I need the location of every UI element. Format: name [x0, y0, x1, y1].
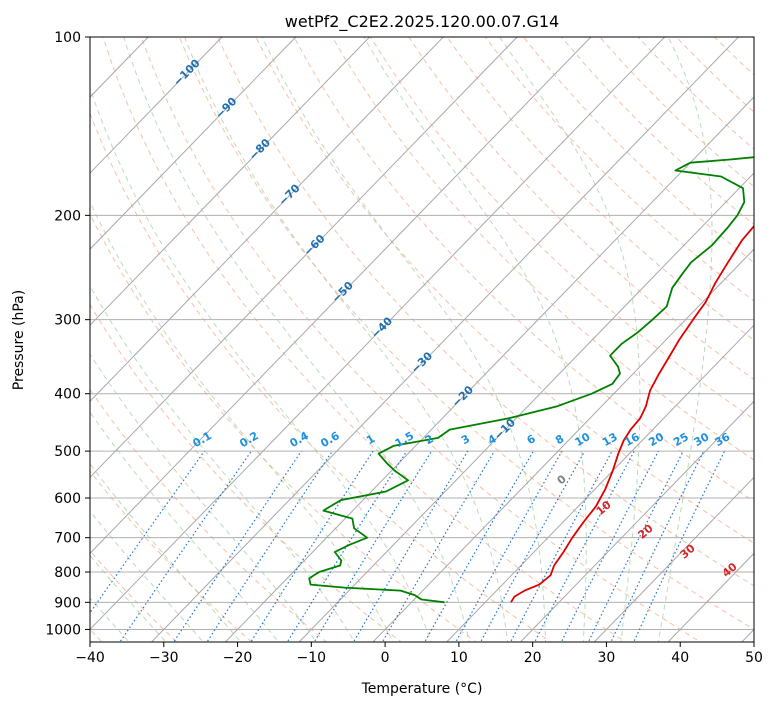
isotherm-line	[90, 37, 592, 555]
isotherm-line	[90, 37, 445, 402]
isotherm-line	[90, 37, 518, 479]
x-tick-label: 30	[598, 650, 616, 666]
dry-adiabat-line	[255, 37, 754, 544]
isotherm-line	[150, 37, 740, 642]
isotherm-line	[298, 172, 754, 642]
mixing-ratio-line	[381, 450, 496, 642]
pressure-gridlines	[90, 37, 754, 630]
isotherm-line	[90, 37, 223, 174]
isotherm-line	[224, 96, 754, 642]
mixing-ratio-line	[313, 450, 433, 642]
isotherm-line	[90, 37, 297, 250]
mixing-ratio-line	[509, 450, 613, 642]
y-tick-label: 600	[54, 491, 81, 507]
x-tick-label: −10	[297, 650, 327, 666]
mixing-ratio-lines	[90, 450, 726, 642]
chart-title: wetPf2_C2E2.2025.120.00.07.G14	[285, 12, 559, 32]
mixing-ratio-line	[119, 450, 252, 642]
y-tick-label: 1000	[45, 622, 81, 638]
moist-adiabat-line	[90, 554, 167, 642]
x-axis-label: Temperature (°C)	[361, 681, 483, 697]
dry-adiabat-line	[178, 37, 754, 630]
dry-adiabat-line	[370, 37, 754, 421]
mixing-ratio-line	[479, 450, 586, 642]
mixing-ratio-line	[90, 450, 205, 614]
moist-adiabat-line	[90, 463, 242, 642]
isotherm-line	[90, 37, 666, 631]
x-tick-label: −20	[223, 650, 253, 666]
x-axis: −40 −30 −20 −10 0 10 20 30 40 50	[75, 642, 763, 666]
y-tick-label: 300	[54, 313, 81, 329]
y-tick-label: 700	[54, 531, 81, 547]
y-tick-label: 100	[54, 30, 81, 46]
moist-adiabat-line	[90, 510, 204, 642]
moist-adiabat-line	[90, 411, 280, 642]
x-tick-label: −30	[149, 650, 179, 666]
mixing-ratio-line	[534, 450, 635, 642]
y-axis-label: Pressure (hPa)	[11, 290, 27, 390]
x-tick-label: −40	[75, 650, 105, 666]
moist-adiabat-line	[90, 597, 130, 642]
x-tick-label: 0	[381, 650, 390, 666]
mixing-ratio-line	[633, 450, 726, 642]
y-tick-label: 200	[54, 208, 81, 224]
dry-adiabat-line	[484, 37, 754, 302]
isotherm-line	[519, 400, 754, 642]
plot-area: −100−90−80−70−60−50−40−30−20−100.1 0.2 0.4…	[90, 37, 754, 642]
isotherm-line	[372, 248, 754, 642]
plot-frame	[89, 36, 755, 643]
mixing-ratio-line	[206, 450, 333, 642]
mixing-ratio-line	[172, 450, 302, 642]
x-tick-label: 20	[524, 650, 542, 666]
y-tick-label: 400	[54, 387, 81, 403]
profile-series-line	[510, 224, 754, 603]
isotherm-line	[90, 37, 371, 326]
x-tick-label: 50	[745, 650, 763, 666]
x-tick-label: 40	[671, 650, 689, 666]
y-tick-label: 900	[54, 595, 81, 611]
moist-adiabat-line	[90, 284, 356, 642]
y-tick-label: 800	[54, 565, 81, 581]
isotherm-line	[446, 324, 754, 642]
mixing-ratio-line	[250, 450, 374, 642]
moist-adiabat-line	[90, 200, 394, 642]
mixing-ratio-line	[560, 450, 660, 642]
y-axis: 1000 900 800 700 600 500 400 300 200 100	[45, 30, 90, 638]
profile-series-line	[308, 156, 754, 604]
x-tick-label: 10	[450, 650, 468, 666]
moist-adiabat-line	[90, 86, 432, 642]
isotherms	[90, 37, 754, 642]
y-tick-label: 500	[54, 444, 81, 460]
isotherm-line	[593, 476, 754, 642]
profile-series	[308, 156, 754, 604]
mixing-ratio-line	[286, 450, 408, 642]
isotherm-line	[90, 37, 149, 98]
